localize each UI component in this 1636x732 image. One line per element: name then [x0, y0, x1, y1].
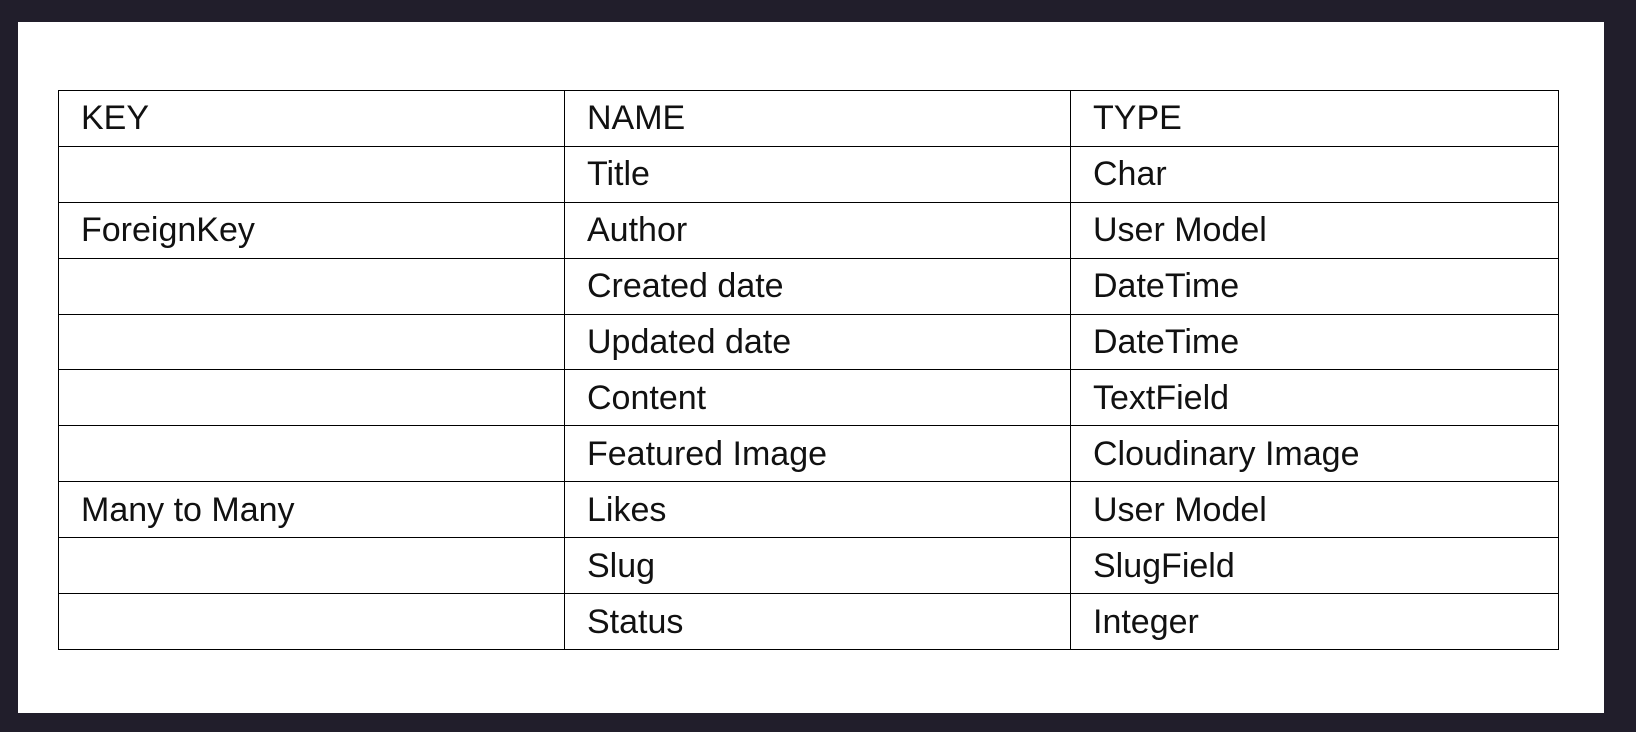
cell-type: User Model	[1070, 481, 1559, 539]
cell-name: Status	[564, 593, 1071, 650]
table-row: Many to Many Likes User Model	[58, 481, 1559, 539]
cell-name: Updated date	[564, 313, 1071, 371]
table-row: Slug SlugField	[58, 537, 1559, 595]
cell-name: Slug	[564, 537, 1071, 595]
cell-key	[58, 145, 565, 203]
cell-key: ForeignKey	[58, 201, 565, 259]
table-row: Updated date DateTime	[58, 313, 1559, 371]
model-fields-table: KEY NAME TYPE Title Char ForeignKey Auth…	[58, 90, 1559, 650]
cell-key	[58, 369, 565, 427]
cell-type: SlugField	[1070, 537, 1559, 595]
cell-name: Likes	[564, 481, 1071, 539]
cell-key: Many to Many	[58, 481, 565, 539]
cell-key	[58, 257, 565, 315]
table-row: Title Char	[58, 145, 1559, 203]
table-row: Status Integer	[58, 593, 1559, 650]
cell-type: DateTime	[1070, 313, 1559, 371]
header-type: TYPE	[1070, 90, 1559, 147]
table-row: Content TextField	[58, 369, 1559, 427]
header-name: NAME	[564, 90, 1071, 147]
table-header-row: KEY NAME TYPE	[58, 90, 1559, 147]
cell-key	[58, 313, 565, 371]
table-row: Featured Image Cloudinary Image	[58, 425, 1559, 483]
table-row: ForeignKey Author User Model	[58, 201, 1559, 259]
cell-type: User Model	[1070, 201, 1559, 259]
cell-key	[58, 537, 565, 595]
cell-name: Content	[564, 369, 1071, 427]
cell-name: Featured Image	[564, 425, 1071, 483]
cell-type: TextField	[1070, 369, 1559, 427]
cell-type: DateTime	[1070, 257, 1559, 315]
cell-key	[58, 593, 565, 650]
cell-name: Title	[564, 145, 1071, 203]
header-key: KEY	[58, 90, 565, 147]
cell-name: Created date	[564, 257, 1071, 315]
cell-key	[58, 425, 565, 483]
cell-name: Author	[564, 201, 1071, 259]
document-page: KEY NAME TYPE Title Char ForeignKey Auth…	[18, 22, 1604, 713]
cell-type: Integer	[1070, 593, 1559, 650]
cell-type: Cloudinary Image	[1070, 425, 1559, 483]
table-row: Created date DateTime	[58, 257, 1559, 315]
cell-type: Char	[1070, 145, 1559, 203]
